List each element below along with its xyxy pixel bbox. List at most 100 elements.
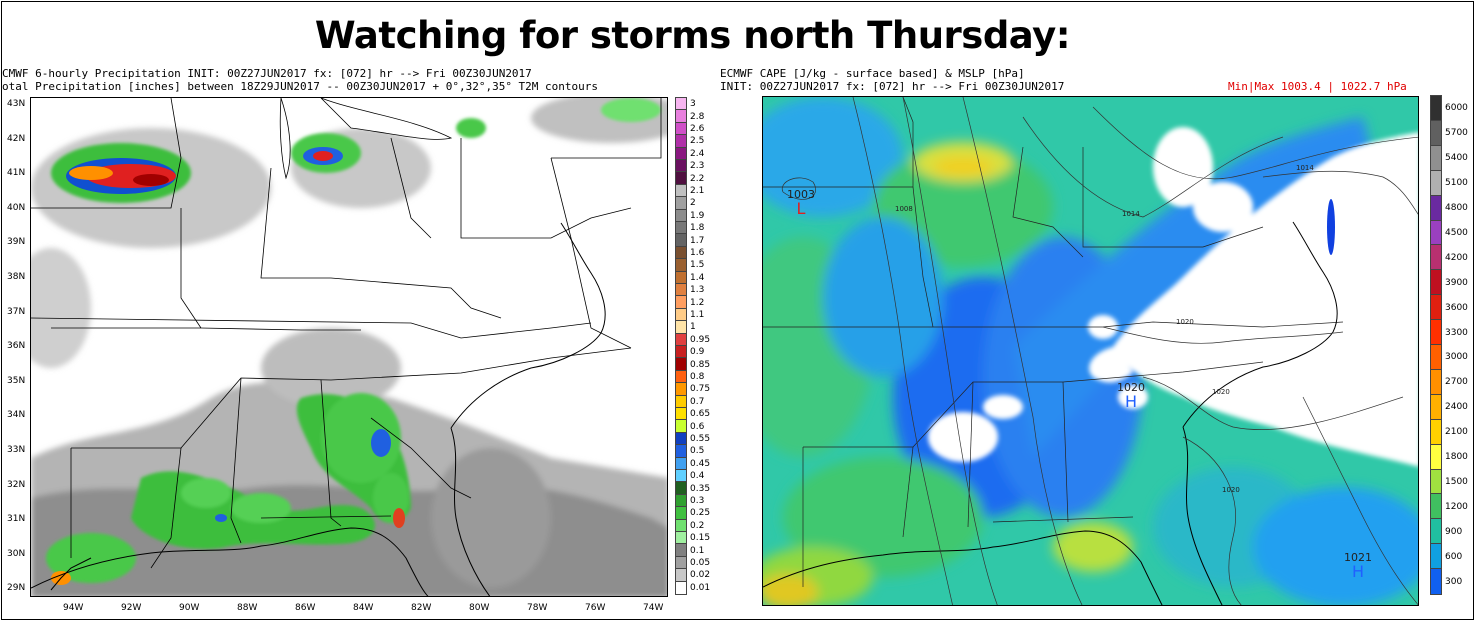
colorbar-swatch [1430,518,1442,546]
colorbar-label: 4200 [1445,252,1468,263]
low-cape-areas [928,127,1418,467]
high-pressure-value-2: 1021 [1344,551,1372,564]
colorbar-label: 1.6 [690,248,705,258]
colorbar-label: 0.85 [690,359,711,370]
colorbar-label: 0.05 [690,558,711,568]
colorbar-label: 600 [1445,551,1463,562]
longitude-label: 80W [469,603,490,613]
colorbar-label: 900 [1445,526,1463,537]
colorbar-swatch [675,394,687,410]
colorbar-label: 3 [690,99,696,110]
colorbar-label: 0.1 [690,545,705,556]
colorbar-label: 1200 [1445,501,1468,512]
colorbar-label: 0.01 [690,582,711,593]
longitude-label: 92W [121,603,142,613]
colorbar-swatch [675,121,687,137]
colorbar-label: 3900 [1445,277,1468,288]
latitude-label: 37N [7,306,26,317]
colorbar-label: 1.1 [690,310,705,320]
colorbar-label: 0.45 [690,458,711,469]
colorbar-swatch [675,345,687,360]
high-pressure-letter-1: H [1124,392,1138,411]
colorbar-swatch [675,146,687,162]
colorbar-swatch [1430,418,1442,447]
colorbar-label: 0.9 [690,347,705,358]
colorbar-label: 2.5 [690,136,705,147]
right-header-line2: INIT: 00Z27JUN2017 fx: [072] hr --> Fri … [720,80,1065,93]
longitude-label: 74W [643,603,664,613]
colorbar-swatch [675,245,687,261]
colorbar-label: 0.2 [690,520,705,531]
colorbar-swatch [1430,443,1442,471]
low-pressure-center: 1003 L [787,188,815,217]
longitude-label: 76W [585,603,606,613]
latitude-label: 38N [7,272,26,282]
colorbar-swatch [1430,244,1442,272]
colorbar-swatch [1430,169,1442,198]
colorbar-label: 1.2 [690,297,705,308]
colorbar-label: 6000 [1445,103,1468,114]
state-borders [31,98,662,569]
colorbar-swatch [675,307,687,323]
latitude-label: 29N [7,583,26,594]
latitude-label: 33N [7,445,26,455]
colorbar-swatch [675,407,687,422]
colorbar-swatch [675,469,687,484]
colorbar-label: 2 [690,198,696,209]
cape-map [762,96,1419,606]
colorbar-swatch [675,171,687,187]
colorbar-swatch [675,357,687,373]
colorbar-swatch [675,369,687,385]
colorbar-swatch [675,506,687,522]
colorbar-label: 2.6 [690,124,705,134]
colorbar-label: 0.35 [690,483,711,494]
cape-map-graphic [763,97,1418,605]
colorbar-label: 1.3 [690,285,705,296]
high-pressure-value-1: 1020 [1117,381,1145,394]
colorbar-label: 4500 [1445,227,1468,238]
isobar-label: 1014 [1296,164,1314,172]
longitude-label: 88W [237,603,258,613]
colorbar-label: 0.75 [690,384,711,395]
colorbar-label: 0.5 [690,446,705,457]
colorbar-swatch [675,580,687,596]
colorbar-swatch [675,382,687,398]
latitude-label: 35N [7,375,26,386]
precipitation-map [30,97,668,597]
colorbar-label: 5100 [1445,178,1468,189]
colorbar-swatch [675,283,687,298]
right-header-line1: ECMWF CAPE [J/kg - surface based] & MSLP… [720,67,1025,80]
high-pressure-center-2: 1021 H [1344,551,1372,580]
latitude-label: 39N [7,237,26,248]
colorbar-swatch [1430,94,1442,123]
colorbar-label: 0.7 [690,396,705,407]
isobar-label: 1014 [1122,210,1140,218]
latitude-label: 40N [7,202,26,213]
low-pressure-value: 1003 [787,188,815,201]
longitude-label: 94W [63,603,84,613]
colorbar-label: 0.25 [690,508,711,519]
colorbar-label: 0.4 [690,471,705,482]
latitude-label: 41N [7,168,26,179]
colorbar-label: 0.15 [690,533,711,544]
colorbar-label: 1500 [1445,476,1468,487]
colorbar-label: 4800 [1445,203,1468,214]
colorbar-label: 0.65 [690,409,711,420]
colorbar-swatch [1430,319,1442,347]
isobars [781,97,1418,605]
colorbar-label: 300 [1445,576,1463,587]
latitude-label: 36N [7,341,26,352]
main-title: Watching for storms north Thursday: [314,14,1071,57]
longitude-label: 84W [353,603,374,613]
high-pressure-center-1: 1020 H [1117,381,1145,410]
colorbar-swatch [675,568,687,584]
colorbar-label: 2.1 [690,186,705,196]
minmax-readout: Min|Max 1003.4 | 1022.7 hPa [1228,80,1407,93]
colorbar-label: 0.3 [690,496,705,506]
colorbar-swatch [1430,493,1442,521]
colorbar-label: 1.5 [690,260,705,271]
colorbar-swatch [675,332,687,348]
colorbar-swatch [1430,543,1442,571]
colorbar-swatch [675,295,687,311]
